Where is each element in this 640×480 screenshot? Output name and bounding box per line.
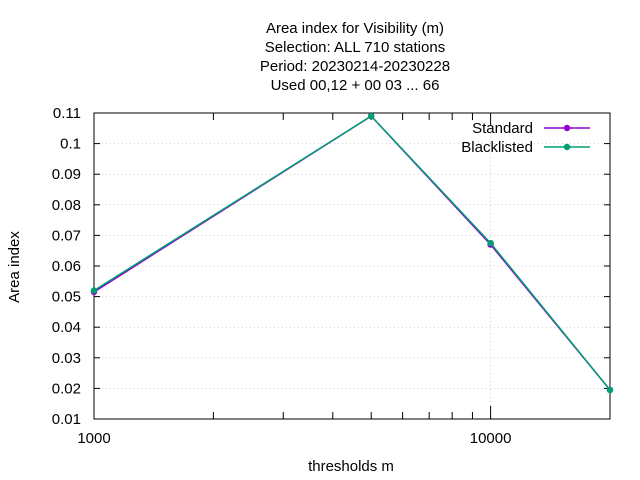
y-tick-label: 0.08 [52, 197, 81, 214]
grid [93, 112, 610, 420]
y-tick-label: 0.03 [52, 350, 81, 367]
x-axis-label: thresholds m [308, 458, 394, 475]
chart-title-line: Used 00,12 + 00 03 ... 66 [271, 77, 440, 94]
data-point [90, 287, 98, 294]
y-tick-label: 0.05 [52, 289, 81, 306]
data-point [606, 386, 614, 394]
legend-label: Standard [472, 120, 533, 137]
y-tick-label: 0.04 [52, 319, 81, 336]
legend: Standard Blacklisted [461, 120, 590, 156]
axes: 0.01 0.02 0.03 0.04 0.05 0.06 0.07 0.08 0.09 0.1 0… [52, 105, 611, 447]
plot-frame [93, 112, 611, 420]
data-point [368, 112, 375, 120]
y-tick-label: 0.09 [52, 166, 81, 183]
y-tick-label: 0.11 [53, 105, 81, 122]
legend-label: Blacklisted [461, 139, 533, 156]
x-tick-label: 10000 [470, 430, 512, 447]
chart-title-line: Selection: ALL 710 stations [265, 39, 445, 56]
series-group [90, 112, 614, 394]
y-axis-label: Area index [6, 231, 23, 303]
y-tick-label: 0.1 [60, 136, 81, 153]
y-tick-label: 0.01 [52, 411, 81, 428]
chart-title-line: Period: 20230214-20230228 [260, 58, 450, 75]
chart-title: Area index for Visibility (m) Selection: … [260, 20, 450, 94]
series-line-standard [93, 115, 611, 391]
legend-marker [563, 143, 571, 151]
y-tick-label: 0.02 [52, 380, 81, 397]
legend-marker [563, 124, 571, 132]
y-tick-label: 0.06 [52, 258, 81, 275]
series-line-blacklisted [93, 115, 611, 391]
y-tick-label: 0.07 [52, 227, 81, 244]
data-point [487, 239, 494, 247]
x-tick-label: 1000 [77, 430, 110, 447]
chart-title-line: Area index for Visibility (m) [266, 20, 444, 37]
